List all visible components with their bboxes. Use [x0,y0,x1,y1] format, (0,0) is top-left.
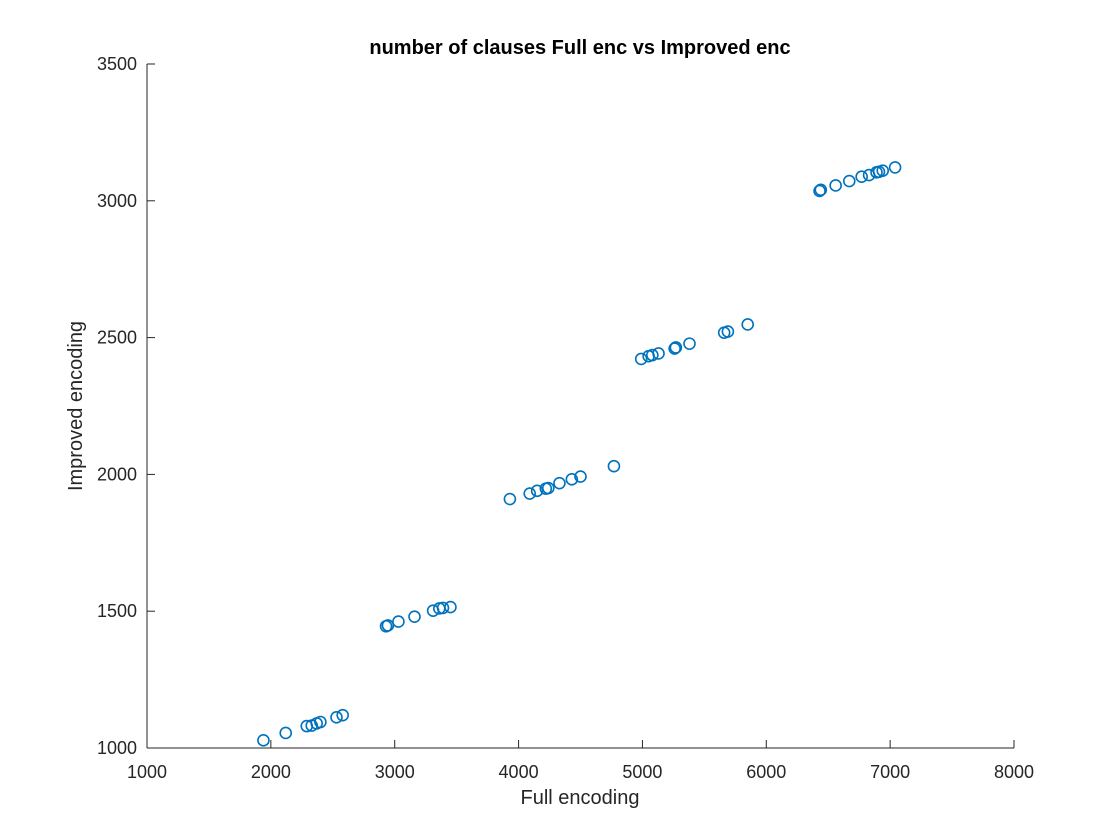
axes [146,64,1014,749]
data-point [829,179,842,192]
x-tick-label: 5000 [622,762,662,782]
data-point [381,619,395,632]
data-point [876,164,890,178]
data-point [392,615,405,628]
x-ticks: 1000 2000 3000 4000 5000 6000 7000 8000 [127,740,1034,782]
data-point [503,492,517,506]
data-point [279,726,293,740]
data-point [607,459,621,473]
x-tick-label: 4000 [499,762,539,782]
y-tick-label: 1500 [97,601,137,621]
data-point [888,161,902,174]
data-point [444,600,457,614]
data-point [814,183,828,197]
data-point [523,487,537,500]
y-ticks: 1000 1500 2000 2500 3000 3500 [97,54,155,758]
data-point [683,337,696,350]
data-point [668,342,681,355]
y-tick-label: 2000 [97,464,137,484]
data-point [336,708,349,722]
y-tick-label: 1000 [97,738,137,758]
data-point [842,174,856,188]
x-tick-label: 2000 [251,762,291,782]
data-point [436,601,450,615]
data-point [652,347,665,360]
data-point [634,352,648,366]
y-axis-label: Improved encoding [65,321,87,491]
x-tick-label: 8000 [994,762,1034,782]
data-point [855,170,868,184]
x-axis-label: Full encoding [521,787,640,809]
data-point [721,325,735,338]
data-point [646,348,659,362]
y-tick-label: 3500 [97,54,137,74]
data-point [741,318,755,331]
y-tick-label: 2500 [97,328,137,348]
data-point [813,184,826,198]
data-point [541,481,555,495]
data-point [565,473,579,486]
x-tick-label: 3000 [375,762,415,782]
data-point [330,711,343,724]
data-point [408,610,421,623]
data-point [257,734,270,747]
chart-title: number of clauses Full enc vs Improved e… [369,37,790,59]
data-point [669,341,683,354]
data-point [314,715,327,729]
data-points [257,161,902,747]
data-point [553,476,566,490]
data-point [574,470,587,483]
x-tick-label: 7000 [870,762,910,782]
x-tick-label: 6000 [746,762,786,782]
y-tick-label: 3000 [97,191,137,211]
x-tick-label: 1000 [127,762,167,782]
